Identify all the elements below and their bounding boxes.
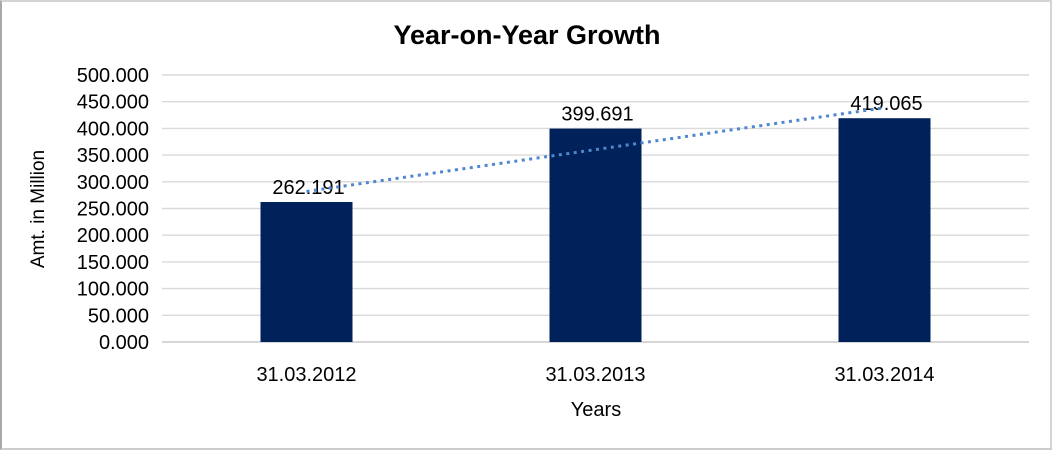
- y-axis-title: Amt. in Million: [28, 150, 49, 268]
- y-tick-label: 450.000: [77, 92, 149, 114]
- x-axis-title: Years: [571, 399, 621, 421]
- y-tick-label: 150.000: [77, 252, 149, 274]
- category-label: 31.03.2012: [256, 364, 356, 386]
- bar: [838, 118, 931, 342]
- y-tick-label: 50.000: [88, 305, 149, 327]
- y-tick-label: 350.000: [77, 145, 149, 167]
- plot-area: 0.000 50.000 100.000 150.000 200.000 250.000 3…: [77, 65, 1029, 386]
- y-tick-label: 400.000: [77, 118, 149, 140]
- y-tick-label: 300.000: [77, 172, 149, 194]
- data-label: 399.691: [561, 104, 633, 126]
- y-tick-label: 500.000: [77, 65, 149, 87]
- data-label: 419.065: [850, 93, 922, 115]
- y-tick-label: 200.000: [77, 225, 149, 247]
- bar: [260, 201, 353, 342]
- y-tick-label: 100.000: [77, 279, 149, 301]
- category-label: 31.03.2014: [834, 364, 934, 386]
- category-label: 31.03.2013: [545, 364, 645, 386]
- y-tick-label: 0.000: [99, 332, 149, 354]
- bar: [549, 128, 642, 342]
- data-label: 262.191: [272, 177, 344, 199]
- chart-title: Year-on-Year Growth: [393, 20, 660, 50]
- y-tick-label: 250.000: [77, 199, 149, 221]
